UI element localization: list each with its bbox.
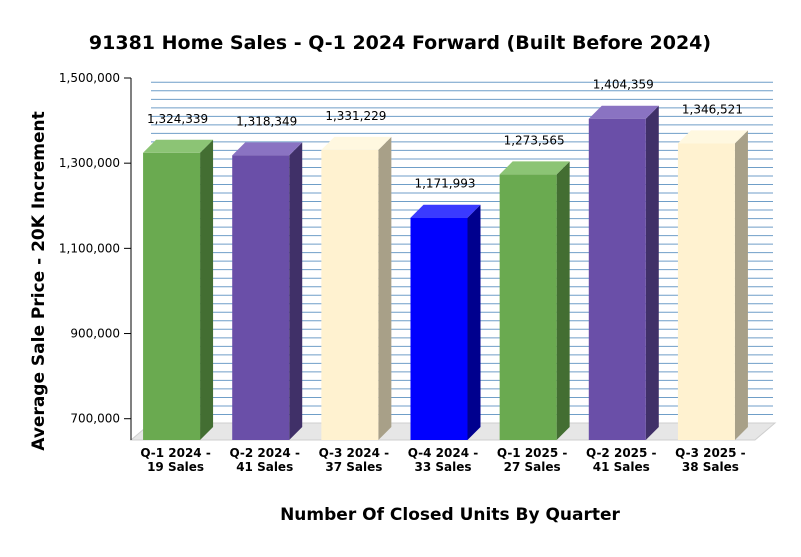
bar-side xyxy=(645,105,659,440)
bar-side xyxy=(378,136,392,440)
bars xyxy=(143,105,748,441)
bar-value-label: 1,273,565 xyxy=(504,133,565,147)
x-axis-title: Number Of Closed Units By Quarter xyxy=(280,505,620,525)
x-tick-label: 41 Sales xyxy=(593,460,650,474)
bar-top xyxy=(143,139,214,153)
bar-front xyxy=(499,174,557,440)
x-tick-label: Q-4 2024 - xyxy=(408,446,479,460)
bar-value-label: 1,346,521 xyxy=(682,102,743,116)
bar-top xyxy=(321,136,392,150)
bar-front xyxy=(143,152,201,440)
x-tick-label: Q-3 2025 - xyxy=(675,446,746,460)
bar-front xyxy=(410,217,468,440)
bar-value-label: 1,331,229 xyxy=(325,109,386,123)
y-tick-label: 1,300,000 xyxy=(59,156,120,170)
bar-front xyxy=(232,155,290,441)
y-tick-label: 700,000 xyxy=(70,412,120,426)
x-tick-label: Q-2 2025 - xyxy=(586,446,657,460)
bar-top xyxy=(410,204,481,218)
bar xyxy=(143,139,214,440)
x-tick-label: 38 Sales xyxy=(682,460,739,474)
bar-side xyxy=(200,139,214,440)
bar-side xyxy=(467,204,481,440)
bar xyxy=(677,130,748,440)
y-axis-title: Average Sale Price - 20K Increment xyxy=(29,111,49,450)
x-tick-label: 19 Sales xyxy=(147,460,204,474)
x-tick-label: Q-3 2024 - xyxy=(319,446,390,460)
bar xyxy=(232,142,303,441)
x-tick-label: 33 Sales xyxy=(414,460,471,474)
bar-value-label: 1,404,359 xyxy=(593,78,654,92)
x-tick-label: Q-2 2024 - xyxy=(229,446,300,460)
bar-top xyxy=(588,105,659,119)
bar-side xyxy=(289,142,303,441)
bar xyxy=(588,105,659,440)
bar-top xyxy=(232,142,303,156)
bar-front xyxy=(321,149,379,440)
y-axis: 700,000 900,000 1,100,000 1,300,000 1,500,00… xyxy=(59,71,132,440)
bar-value-label: 1,318,349 xyxy=(236,114,297,128)
x-tick-label: 37 Sales xyxy=(325,460,382,474)
data-labels: 1,324,339 1,318,349 1,331,229 1,171,993 1,27… xyxy=(147,78,743,191)
x-tick-label: 41 Sales xyxy=(236,460,293,474)
bar-value-label: 1,324,339 xyxy=(147,112,208,126)
x-tick-label: 27 Sales xyxy=(504,460,561,474)
chart-title: 91381 Home Sales - Q-1 2024 Forward (Bui… xyxy=(89,32,711,54)
bar-value-label: 1,171,993 xyxy=(414,177,475,191)
y-tick-label: 900,000 xyxy=(70,327,120,341)
bar-top xyxy=(499,161,570,175)
bar-front xyxy=(677,143,735,440)
y-tick-label: 1,500,000 xyxy=(59,71,120,85)
bar-side xyxy=(556,161,570,440)
x-tick-label: Q-1 2025 - xyxy=(497,446,568,460)
bar-side xyxy=(734,130,748,440)
y-tick-label: 1,100,000 xyxy=(59,241,120,255)
bar xyxy=(321,136,392,440)
x-tick-label: Q-1 2024 - xyxy=(140,446,211,460)
bar xyxy=(499,161,570,440)
bar-top xyxy=(677,130,748,144)
bar-front xyxy=(588,118,646,440)
bar xyxy=(410,204,481,440)
